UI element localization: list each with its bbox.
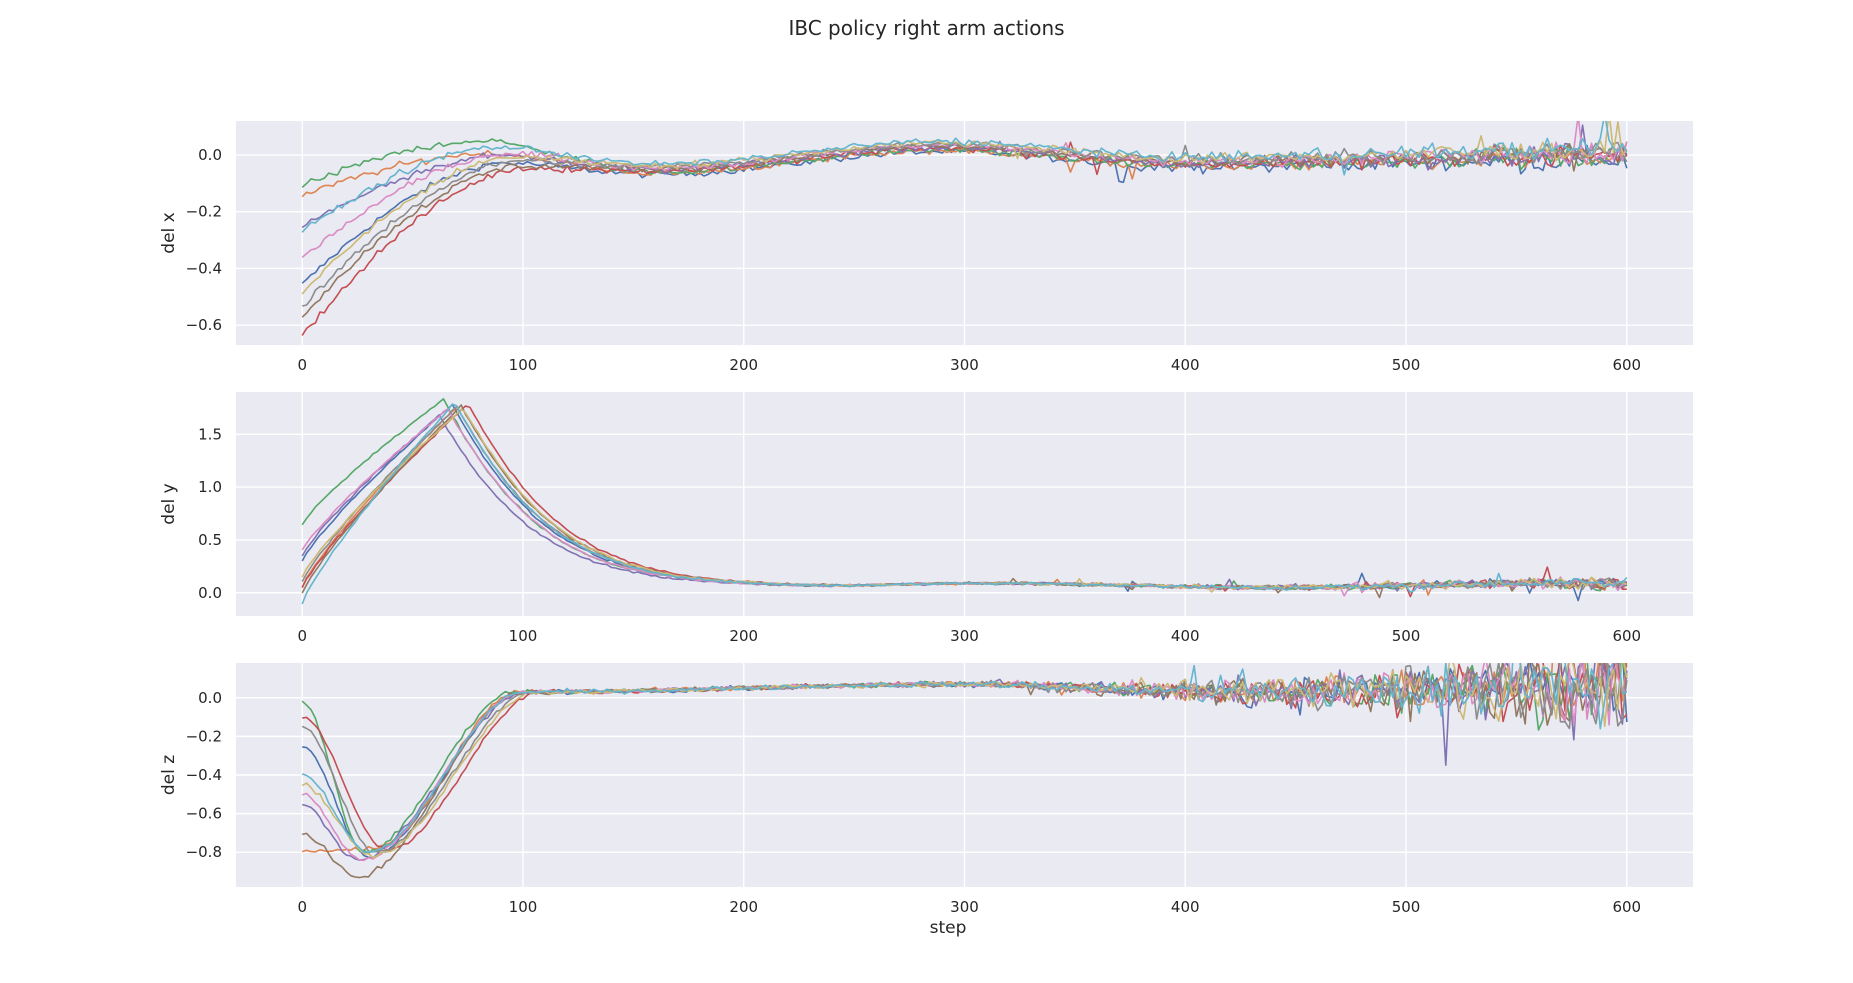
x-tick-label: 500: [1392, 898, 1421, 916]
x-tick-label: 500: [1392, 356, 1421, 374]
y-tick-label: 0.5: [198, 531, 222, 549]
y-tick-label: 1.5: [198, 425, 222, 443]
x-tick-label: 300: [950, 627, 979, 645]
series-line: [301, 121, 1628, 295]
series-line: [301, 663, 1628, 853]
x-tick-label: 200: [729, 898, 758, 916]
x-tick-label: 100: [509, 627, 538, 645]
x-tick-label: 400: [1171, 627, 1200, 645]
y-tick-label: 0.0: [198, 689, 222, 707]
y-tick-label: −0.4: [186, 259, 222, 277]
x-tick-label: 0: [297, 356, 307, 374]
x-tick-label: 200: [729, 356, 758, 374]
x-tick-label: 400: [1171, 898, 1200, 916]
y-tick-label: −0.2: [186, 203, 222, 221]
x-tick-label: 300: [950, 356, 979, 374]
x-tick-label: 600: [1612, 356, 1641, 374]
y-tick-label: −0.2: [186, 727, 222, 745]
y-tick-label: 1.0: [198, 478, 222, 496]
y-tick-label: −0.6: [186, 316, 222, 334]
x-tick-label: 500: [1392, 627, 1421, 645]
x-tick-label: 600: [1612, 898, 1641, 916]
series-line: [301, 403, 1628, 605]
y-tick-label: −0.6: [186, 805, 222, 823]
x-tick-label: 0: [297, 627, 307, 645]
x-tick-label: 100: [509, 898, 538, 916]
x-tick-label: 600: [1612, 627, 1641, 645]
y-tick-label: 0.0: [198, 584, 222, 602]
subplot-del-x: 0 100 200 300 400 500 600 0.0 −0.2 −0.4 −0.6 del x: [159, 121, 1693, 374]
x-tick-label: 400: [1171, 356, 1200, 374]
y-tick-label: −0.8: [186, 843, 222, 861]
subplot-del-y: 0 100 200 300 400 500 600 0.0 0.5 1.0 1.5 del y: [159, 392, 1693, 645]
series-line: [301, 121, 1628, 233]
series-line: [301, 663, 1628, 854]
chart-title: IBC policy right arm actions: [788, 16, 1064, 40]
y-axis-label: del x: [159, 212, 179, 253]
y-tick-label: 0.0: [198, 146, 222, 164]
series-line: [301, 138, 1628, 188]
subplot-del-z: 0 100 200 300 400 500 600 0.0 −0.2 −0.4 −0.6 −0.8 de…: [159, 663, 1693, 916]
y-tick-label: −0.4: [186, 766, 222, 784]
y-axis-label: del y: [159, 483, 179, 524]
x-axis-label: step: [930, 918, 967, 938]
x-tick-label: 100: [509, 356, 538, 374]
y-axis-label: del z: [159, 755, 179, 795]
x-tick-label: 300: [950, 898, 979, 916]
x-tick-label: 0: [297, 898, 307, 916]
x-tick-label: 200: [729, 627, 758, 645]
